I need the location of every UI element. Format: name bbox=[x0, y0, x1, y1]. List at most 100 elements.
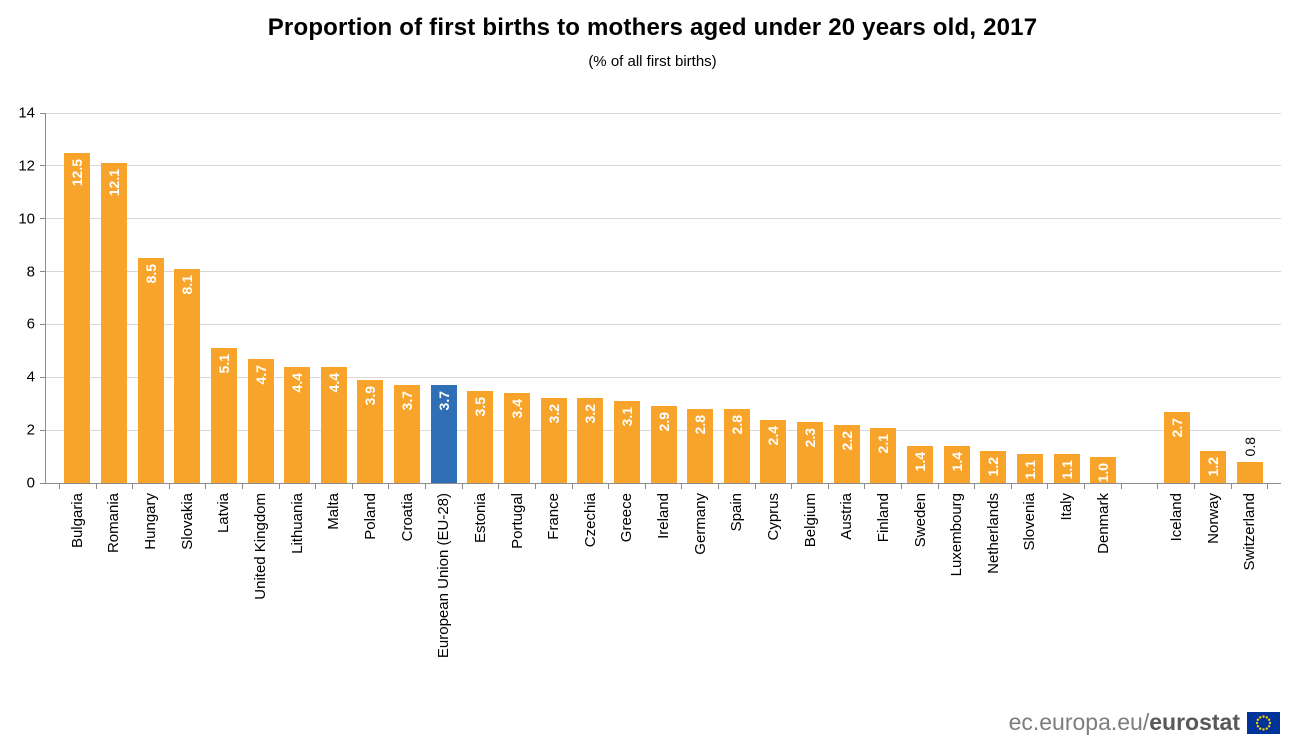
x-axis-tick bbox=[1230, 484, 1269, 489]
y-axis-tick bbox=[40, 165, 46, 167]
y-axis-label: 4 bbox=[26, 368, 35, 386]
bar-slot: 1.1 bbox=[1048, 113, 1085, 483]
bar: 12.1 bbox=[100, 163, 127, 483]
bar: 5.1 bbox=[210, 348, 237, 483]
bar-value-label: 3.2 bbox=[545, 404, 562, 424]
x-axis-label: Belgium bbox=[801, 493, 819, 548]
x-axis-tick bbox=[351, 484, 389, 489]
x-axis-label: United Kingdom bbox=[252, 493, 270, 600]
gridline bbox=[46, 112, 1281, 114]
x-axis-label: Sweden bbox=[911, 493, 929, 548]
x-label-cell: Sweden bbox=[902, 493, 939, 547]
x-axis-label: Lithuania bbox=[288, 493, 306, 554]
y-axis-tick bbox=[40, 429, 46, 431]
bar-slot: 3.5 bbox=[462, 113, 499, 483]
bar-slot: 3.9 bbox=[352, 113, 389, 483]
x-axis-tick bbox=[278, 484, 316, 489]
x-label-cell: Latvia bbox=[206, 493, 243, 533]
x-axis-tick bbox=[717, 484, 755, 489]
x-label-cell: Malta bbox=[315, 493, 352, 530]
bar: 3.2 bbox=[577, 398, 604, 483]
x-label-cell: Denmark bbox=[1085, 493, 1122, 554]
gridline bbox=[46, 323, 1281, 325]
x-axis-tick bbox=[1084, 484, 1121, 489]
bar: 4.4 bbox=[284, 366, 311, 483]
x-axis-tick bbox=[315, 484, 352, 489]
bar-value-label: 2.4 bbox=[765, 425, 782, 446]
plot-area: 0 2 4 6 8 10 12 14 12.5 12.1 8.5 8.1 5.1 4.7 4.4 4.4 3.… bbox=[18, 106, 1281, 658]
bar: 1.1 bbox=[1053, 453, 1080, 483]
bar-value-label: 3.4 bbox=[509, 399, 525, 419]
bar-value-label: 1.1 bbox=[1021, 459, 1038, 480]
bar: 1.1 bbox=[1016, 453, 1043, 483]
x-axis-label: Spain bbox=[728, 493, 746, 532]
bar-slot: 1.1 bbox=[1012, 113, 1049, 483]
x-axis-label: Cyprus bbox=[764, 493, 782, 541]
bar-value-label: 8.1 bbox=[179, 274, 196, 295]
bar-slot: 2.1 bbox=[865, 113, 902, 483]
x-axis-label: Estonia bbox=[471, 493, 489, 544]
footer-url: ec.europa.eu/eurostat bbox=[1009, 709, 1240, 736]
y-axis-tick bbox=[40, 271, 46, 273]
x-axis-label: Bulgaria bbox=[68, 493, 86, 549]
x-axis-label: Portugal bbox=[508, 493, 526, 549]
x-axis-label: Germany bbox=[691, 493, 709, 555]
bar: 0.8 bbox=[1236, 437, 1263, 483]
bar-slot: 12.1 bbox=[96, 113, 133, 483]
x-axis-tick bbox=[132, 484, 169, 489]
footer-url-eurostat: eurostat bbox=[1149, 709, 1240, 735]
x-label-cell: Romania bbox=[96, 493, 133, 553]
bar-slot: 4.7 bbox=[242, 113, 279, 483]
y-axis-label: 6 bbox=[26, 315, 35, 333]
bar-value-label: 3.9 bbox=[362, 385, 379, 406]
bar-value-label: 8.5 bbox=[142, 264, 159, 284]
x-axis-tick bbox=[498, 484, 535, 489]
bar: 2.7 bbox=[1163, 411, 1190, 483]
x-label-cell: Greece bbox=[609, 493, 646, 542]
x-axis-label: Austria bbox=[838, 493, 856, 540]
footer-url-prefix: ec.europa.eu/ bbox=[1008, 709, 1150, 735]
x-axis-label: Romania bbox=[105, 493, 123, 554]
bar-slot: 4.4 bbox=[315, 113, 352, 483]
x-label-cell: Netherlands bbox=[975, 493, 1012, 574]
x-axis-tick bbox=[1157, 484, 1194, 489]
x-axis-tick bbox=[425, 484, 462, 489]
bar: 2.8 bbox=[687, 409, 714, 483]
y-axis-tick bbox=[40, 482, 46, 484]
bar-value-label: 4.4 bbox=[325, 372, 342, 393]
x-axis-label: Czechia bbox=[581, 493, 599, 548]
footer: ec.europa.eu/eurostat bbox=[1009, 709, 1280, 736]
bar: 12.5 bbox=[64, 152, 91, 483]
bar-slot: 8.5 bbox=[132, 113, 169, 483]
x-axis-tick bbox=[1010, 484, 1048, 489]
x-axis-tick bbox=[571, 484, 609, 489]
x-label-cell: United Kingdom bbox=[242, 493, 279, 600]
x-label-cell: Slovenia bbox=[1012, 493, 1049, 551]
bar-slot: 1.4 bbox=[902, 113, 939, 483]
bar-slot: 8.1 bbox=[169, 113, 206, 483]
x-axis-label: Hungary bbox=[142, 493, 160, 550]
x-axis-label: Croatia bbox=[398, 493, 416, 542]
bar-slot: 2.7 bbox=[1158, 113, 1195, 483]
x-label-cell: Poland bbox=[352, 493, 389, 540]
x-axis-label: Norway bbox=[1204, 493, 1222, 544]
x-axis-label: Ireland bbox=[655, 493, 673, 539]
x-axis-label: Italy bbox=[1058, 493, 1076, 521]
gridline bbox=[46, 376, 1281, 378]
bars-row: 12.5 12.1 8.5 8.1 5.1 4.7 4.4 4.4 3.9 3.7 3.7 3.5 3.… bbox=[59, 113, 1268, 483]
gridline bbox=[46, 165, 1281, 167]
y-axis-label: 2 bbox=[26, 421, 35, 439]
bar-slot: 1.4 bbox=[938, 113, 975, 483]
y-axis-label: 12 bbox=[18, 157, 35, 175]
bar-value-label: 2.2 bbox=[838, 430, 855, 451]
x-axis-tick bbox=[1120, 484, 1158, 489]
x-axis-label: European Union (EU-28) bbox=[435, 493, 453, 659]
x-axis-tick bbox=[242, 484, 279, 489]
x-axis-tick bbox=[205, 484, 242, 489]
bar-value-label: 1.1 bbox=[1058, 459, 1075, 480]
bar-slot: 1.0 bbox=[1085, 113, 1122, 483]
bar-slot: 1.2 bbox=[975, 113, 1012, 483]
x-axis-tick bbox=[534, 484, 572, 489]
bar-slot: 3.4 bbox=[499, 113, 536, 483]
